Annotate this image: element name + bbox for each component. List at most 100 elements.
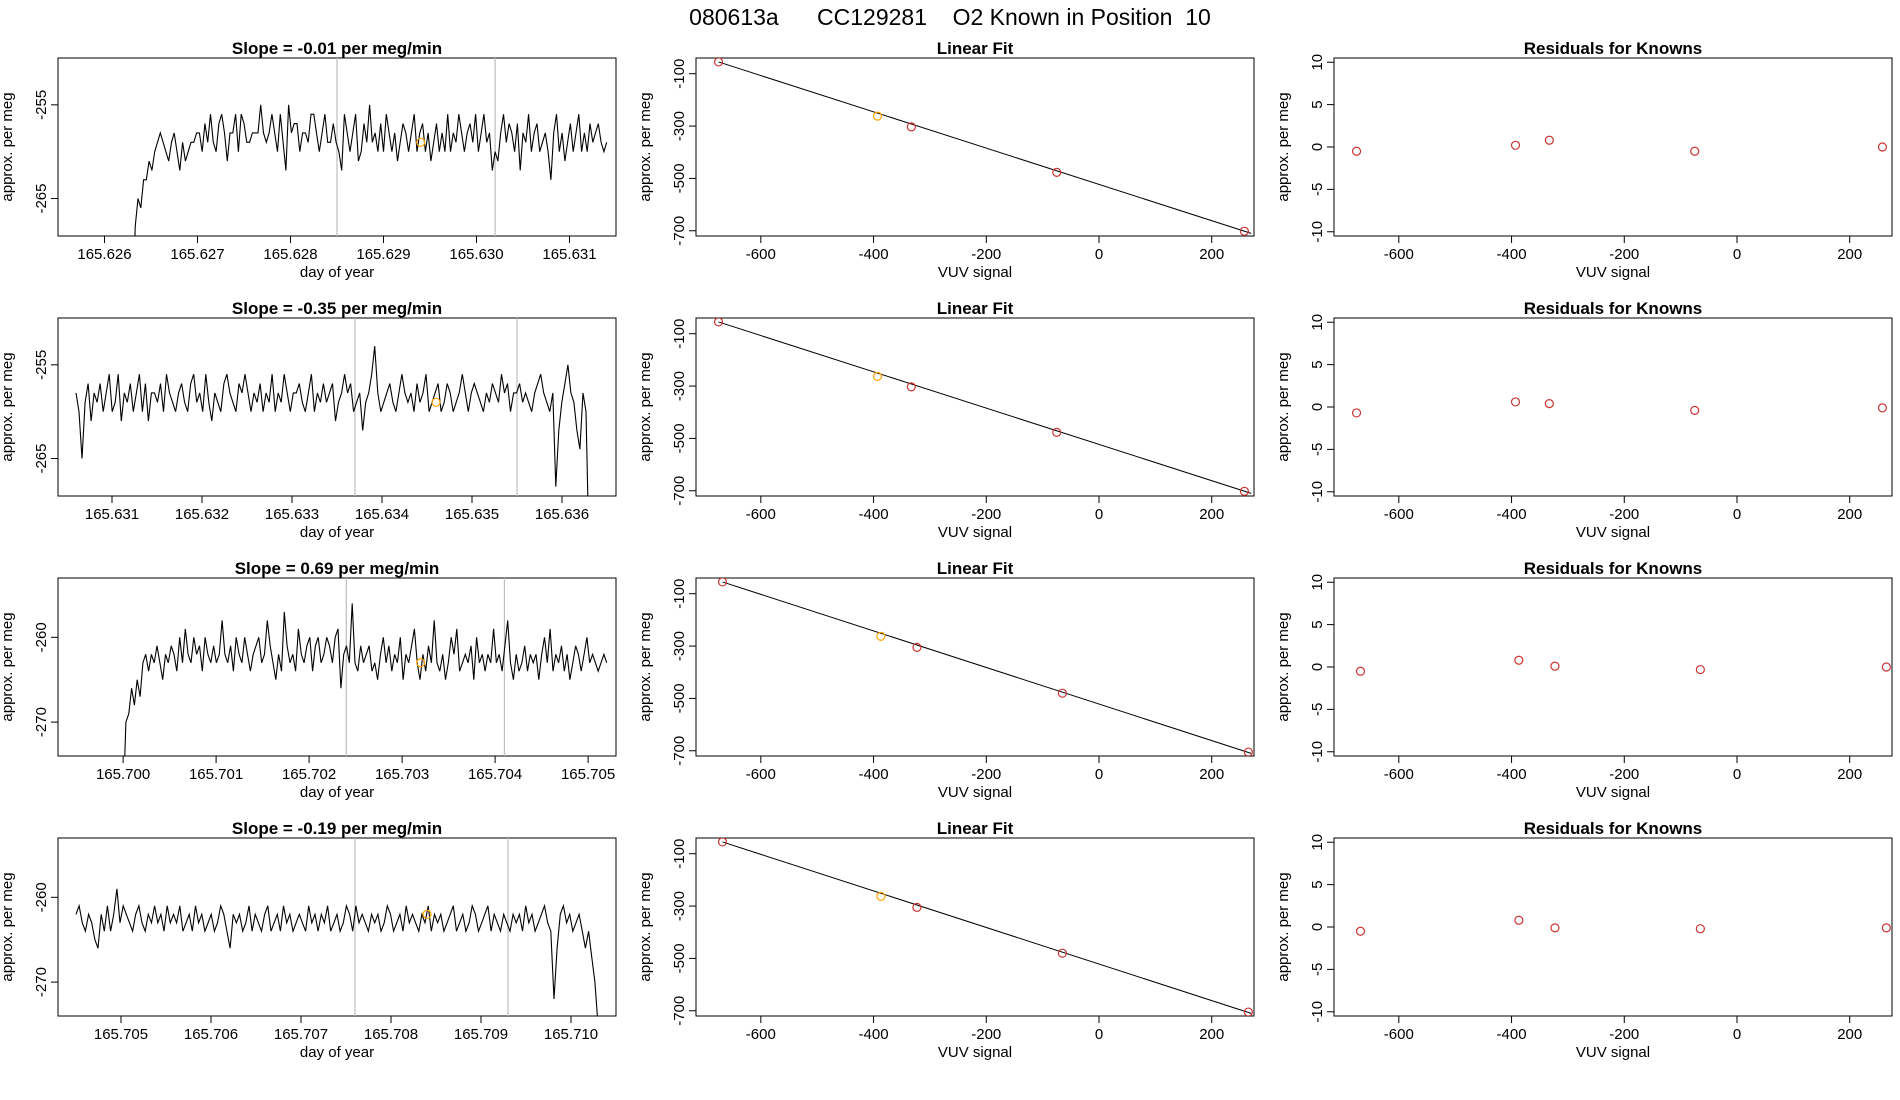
x-tick-label: 165.707 [274, 1026, 328, 1043]
data-point [1550, 923, 1560, 933]
plot-area [124, 578, 608, 756]
x-axis-label: VUV signal [1576, 1044, 1650, 1061]
x-axis-label: VUV signal [1576, 264, 1650, 281]
y-tick-label: 5 [1309, 880, 1326, 888]
x-axis-label: VUV signal [1576, 784, 1650, 801]
x-tick-label: 165.702 [282, 766, 336, 783]
x-tick-label: 165.701 [189, 766, 243, 783]
y-tick-label: -10 [1309, 1001, 1326, 1023]
x-tick-label: -400 [859, 1026, 889, 1043]
x-tick-label: -600 [1384, 766, 1414, 783]
chart-panel-7: Slope = 0.69 per meg/min 165.700 165.701 16… [0, 559, 617, 801]
chart-panel-9: Residuals for Knowns -600 -400 -200 0 200 VUV … [1275, 559, 1893, 801]
x-tick-label: -200 [1609, 246, 1639, 263]
data-point [912, 902, 922, 912]
chart-title: Residuals for Knowns [1524, 39, 1703, 58]
x-tick-label: -600 [746, 766, 776, 783]
y-tick-label: -100 [671, 839, 688, 869]
data-point [1243, 747, 1253, 756]
plot-frame [57, 317, 617, 497]
chart-title: Linear Fit [937, 299, 1014, 318]
data-point [872, 371, 883, 381]
x-tick-label: 165.628 [263, 246, 317, 263]
y-tick-label: 0 [1309, 403, 1326, 411]
x-axis-label: VUV signal [938, 524, 1012, 541]
data-point [1239, 226, 1250, 236]
x-tick-label: -400 [1497, 246, 1527, 263]
data-point [1057, 688, 1067, 698]
data-point [1057, 948, 1067, 958]
plot-area [134, 58, 608, 236]
x-tick-label: -400 [1497, 1026, 1527, 1043]
chart-panel-1: Slope = -0.01 per meg/min 165.626 165.627 1… [0, 39, 617, 281]
y-axis-label: approx. per meg [637, 352, 654, 461]
series-line [124, 603, 608, 756]
x-tick-label: 165.632 [175, 506, 229, 523]
y-axis-label: approx. per meg [1275, 92, 1292, 201]
plot-area [713, 58, 1252, 236]
plot-area [713, 318, 1252, 496]
chart-panel-4: Slope = -0.35 per meg/min 165.631 165.632 1… [0, 299, 617, 541]
y-tick-label: -100 [671, 319, 688, 349]
data-point [1690, 146, 1700, 156]
plot-frame [695, 57, 1255, 237]
y-tick-label: -700 [671, 476, 688, 506]
chart-panel-10: Slope = -0.19 per meg/min 165.705 165.706 1… [0, 819, 617, 1061]
y-axis-label: approx. per meg [0, 872, 16, 981]
plot-area [717, 838, 1253, 1016]
x-tick-label: 0 [1095, 246, 1103, 263]
data-point [1544, 135, 1554, 145]
plot-frame [57, 837, 617, 1017]
x-axis-label: day of year [300, 1044, 374, 1061]
y-tick-label: 10 [1309, 54, 1326, 71]
x-tick-label: 200 [1837, 246, 1862, 263]
x-tick-label: -400 [859, 246, 889, 263]
y-tick-label: -255 [33, 90, 50, 120]
x-tick-label: 200 [1837, 766, 1862, 783]
data-point [1243, 1007, 1253, 1016]
y-tick-label: 5 [1309, 620, 1326, 628]
plot-frame [695, 317, 1255, 497]
x-tick-label: 165.705 [561, 766, 615, 783]
y-axis-label: approx. per meg [637, 612, 654, 721]
chart-title: Linear Fit [937, 819, 1014, 838]
y-tick-label: -255 [33, 350, 50, 380]
y-tick-label: -5 [1309, 703, 1326, 716]
plot-frame [1333, 837, 1893, 1017]
x-tick-label: 165.633 [265, 506, 319, 523]
data-point [1052, 167, 1062, 177]
x-tick-label: -200 [1609, 506, 1639, 523]
plot-area [1351, 397, 1888, 418]
series-line [134, 104, 608, 236]
x-tick-label: 165.706 [184, 1026, 238, 1043]
x-tick-label: -400 [859, 766, 889, 783]
chart-title: Linear Fit [937, 559, 1014, 578]
y-tick-label: -10 [1309, 221, 1326, 243]
x-tick-label: -200 [971, 1026, 1001, 1043]
chart-title: Residuals for Knowns [1524, 299, 1703, 318]
x-axis-label: VUV signal [938, 784, 1012, 801]
y-tick-label: 0 [1309, 663, 1326, 671]
x-tick-label: 165.626 [77, 246, 131, 263]
chart-panel-3: Residuals for Knowns -600 -400 -200 0 200 VUV … [1275, 39, 1893, 281]
data-point [717, 838, 728, 847]
y-tick-label: -270 [33, 967, 50, 997]
x-tick-label: -600 [1384, 506, 1414, 523]
plot-frame [57, 577, 617, 757]
y-tick-label: 0 [1309, 143, 1326, 151]
y-tick-label: -300 [671, 111, 688, 141]
chart-title: Slope = -0.35 per meg/min [232, 299, 442, 318]
chart-title: Residuals for Knowns [1524, 559, 1703, 578]
x-tick-label: 200 [1837, 1026, 1862, 1043]
series-line [75, 346, 589, 496]
y-tick-label: -700 [671, 216, 688, 246]
x-tick-label: -400 [859, 506, 889, 523]
x-tick-label: 165.631 [542, 246, 596, 263]
plot-area [75, 318, 589, 496]
x-tick-label: -600 [746, 1026, 776, 1043]
plot-frame [1333, 317, 1893, 497]
data-point [1881, 662, 1891, 672]
y-tick-label: 0 [1309, 923, 1326, 931]
x-tick-label: -200 [1609, 766, 1639, 783]
y-axis-label: approx. per meg [0, 612, 16, 721]
